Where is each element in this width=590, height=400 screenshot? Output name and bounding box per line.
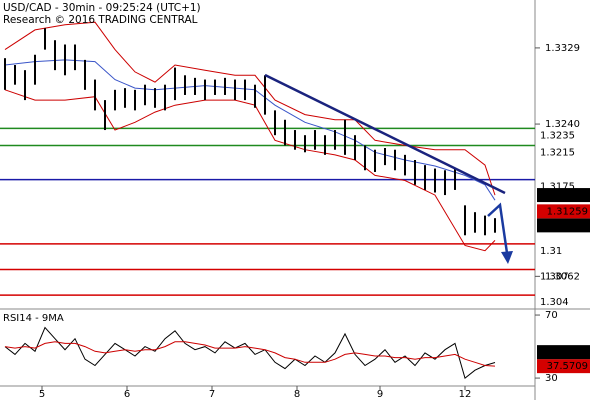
value-tag-label: 1.31259 (547, 206, 588, 217)
bollinger-upper (4, 21, 496, 196)
level-label: 1.31 (540, 246, 562, 257)
x-tick-label: 8 (294, 389, 300, 400)
x-tick-label: 12 (459, 389, 472, 400)
y-tick-label: 1.3240 (545, 119, 580, 130)
y-tick-label: 1.3062 (545, 271, 580, 282)
value-tag-label: 37.5709 (547, 361, 588, 372)
value-tag (537, 345, 590, 360)
level-label: 1.3235 (540, 130, 575, 141)
x-tick-label: 6 (124, 389, 130, 400)
level-label: 1.3175 (540, 182, 575, 193)
price-panel: 1.33291.32401.30621.32351.32151.31751.31… (0, 21, 590, 308)
x-tick-label: 7 (209, 389, 215, 400)
value-tag (537, 359, 590, 374)
y-tick-label: 30 (545, 373, 558, 384)
x-tick-label: 5 (39, 389, 45, 400)
forecast-arrow (487, 202, 509, 254)
value-tag (537, 218, 590, 233)
chart-subtitle: Research © 2016 TRADING CENTRAL (3, 14, 198, 26)
arrow-head (501, 251, 513, 264)
x-tick-label: 9 (377, 389, 383, 400)
level-label: 1.3215 (540, 147, 575, 158)
level-label: 1.304 (540, 297, 569, 308)
y-tick-label: 1.3329 (545, 43, 580, 54)
value-tag (537, 188, 590, 203)
level-label: 1.307 (540, 272, 569, 283)
value-tag (537, 204, 590, 219)
y-tick-label: 70 (545, 310, 558, 321)
rsi-panel: RSI14 - 9MA 70 30 5 6 7 8 9 12 37.5709 39.8777 (3, 310, 590, 400)
value-tag-label: 1.3157 (553, 190, 588, 201)
trend-line (264, 73, 506, 195)
rsi-line (4, 326, 496, 379)
value-tag-label: 1.31216 (547, 220, 588, 231)
value-tag-label: 39.8777 (547, 347, 588, 358)
chart-title: USD/CAD - 30min - 09:25:24 (UTC+1) (3, 2, 201, 14)
rsi-line (4, 341, 496, 367)
panel-title: RSI14 - 9MA (3, 313, 64, 324)
